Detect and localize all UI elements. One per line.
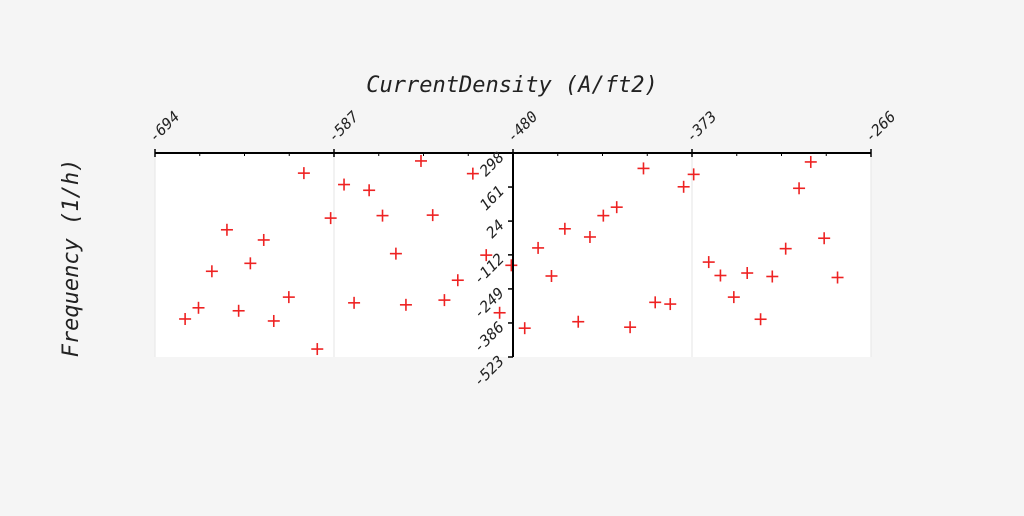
data-point — [664, 298, 677, 311]
data-point — [793, 182, 806, 195]
data-point — [727, 291, 740, 304]
data-point — [376, 209, 389, 222]
x-tick-label: -480 — [503, 108, 541, 146]
data-point — [583, 230, 596, 243]
data-point — [426, 209, 439, 222]
data-point — [624, 321, 637, 334]
x-tick-label: -694 — [145, 108, 183, 146]
data-point — [244, 257, 257, 270]
points-layer — [179, 154, 844, 356]
data-point — [220, 223, 233, 236]
data-point — [338, 178, 351, 191]
data-point — [466, 167, 479, 180]
x-axis-title: CurrentDensity (A/ft2) — [366, 73, 657, 98]
data-point — [779, 242, 792, 255]
data-point — [363, 184, 376, 197]
data-point — [480, 249, 493, 262]
data-point — [610, 201, 623, 214]
x-tick-label: -587 — [324, 108, 362, 146]
y-axis-title: Frequency (1/h) — [59, 159, 84, 358]
data-point — [766, 270, 779, 283]
data-point — [451, 274, 464, 287]
data-point — [257, 233, 270, 246]
data-point — [311, 343, 324, 356]
data-point — [741, 267, 754, 280]
data-point — [505, 259, 518, 272]
data-point — [297, 167, 310, 180]
data-point — [399, 298, 412, 311]
data-point — [597, 209, 610, 222]
data-point — [831, 271, 844, 284]
data-point — [702, 256, 715, 269]
data-point — [687, 168, 700, 181]
x-tick-label: -266 — [861, 108, 899, 146]
data-point — [282, 291, 295, 304]
data-point — [232, 304, 245, 317]
data-point — [324, 212, 337, 225]
data-point — [518, 322, 531, 335]
y-tick-label: -523 — [470, 352, 508, 390]
data-point — [558, 222, 571, 235]
data-point — [348, 296, 361, 309]
x-tick-label: -373 — [682, 108, 720, 146]
data-point — [804, 155, 817, 168]
data-point — [192, 301, 205, 314]
data-point — [545, 269, 558, 282]
data-point — [532, 241, 545, 254]
data-point — [179, 312, 192, 325]
data-point — [267, 314, 280, 327]
data-point — [649, 296, 662, 309]
data-point — [754, 313, 767, 326]
data-point — [677, 180, 690, 193]
data-point — [493, 306, 506, 319]
data-point — [572, 315, 585, 328]
data-point — [389, 247, 402, 260]
data-point — [818, 232, 831, 245]
data-point — [438, 294, 451, 307]
data-point — [714, 269, 727, 282]
data-point — [205, 265, 218, 278]
data-point — [414, 154, 427, 167]
data-point — [637, 162, 650, 175]
